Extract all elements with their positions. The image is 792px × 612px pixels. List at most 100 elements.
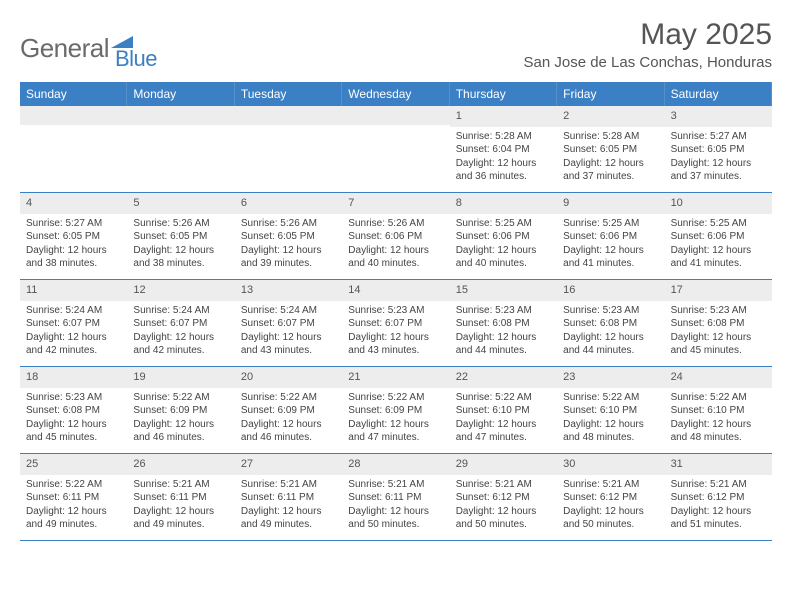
day-number: 28 [342, 454, 449, 475]
sunrise-text: Sunrise: 5:23 AM [671, 304, 766, 318]
day-cell: 3Sunrise: 5:27 AMSunset: 6:05 PMDaylight… [665, 106, 772, 192]
sunset-text: Sunset: 6:08 PM [671, 317, 766, 331]
sunset-text: Sunset: 6:05 PM [133, 230, 228, 244]
sunrise-text: Sunrise: 5:23 AM [26, 391, 121, 405]
daylight-text: Daylight: 12 hours and 49 minutes. [133, 505, 228, 532]
day-cell: 8Sunrise: 5:25 AMSunset: 6:06 PMDaylight… [450, 193, 557, 279]
day-number: 10 [665, 193, 772, 214]
sunset-text: Sunset: 6:12 PM [671, 491, 766, 505]
sunset-text: Sunset: 6:05 PM [671, 143, 766, 157]
day-number: 25 [20, 454, 127, 475]
daylight-text: Daylight: 12 hours and 44 minutes. [456, 331, 551, 358]
day-number: 5 [127, 193, 234, 214]
day-header: Wednesday [342, 82, 449, 106]
sunset-text: Sunset: 6:07 PM [133, 317, 228, 331]
day-cell: 6Sunrise: 5:26 AMSunset: 6:05 PMDaylight… [235, 193, 342, 279]
day-cell [127, 106, 234, 192]
day-cell: 24Sunrise: 5:22 AMSunset: 6:10 PMDayligh… [665, 367, 772, 453]
daylight-text: Daylight: 12 hours and 42 minutes. [26, 331, 121, 358]
sunrise-text: Sunrise: 5:21 AM [456, 478, 551, 492]
week-row: 18Sunrise: 5:23 AMSunset: 6:08 PMDayligh… [20, 367, 772, 454]
day-cell [235, 106, 342, 192]
day-cell: 17Sunrise: 5:23 AMSunset: 6:08 PMDayligh… [665, 280, 772, 366]
sunrise-text: Sunrise: 5:21 AM [671, 478, 766, 492]
day-cell: 30Sunrise: 5:21 AMSunset: 6:12 PMDayligh… [557, 454, 664, 540]
day-cell: 5 Sunrise: 5:26 AMSunset: 6:05 PMDaylight… [127, 193, 234, 279]
daylight-text: Daylight: 12 hours and 46 minutes. [241, 418, 336, 445]
day-number: 16 [557, 280, 664, 301]
sunset-text: Sunset: 6:07 PM [26, 317, 121, 331]
day-number: 13 [235, 280, 342, 301]
header: General Blue May 2025 San Jose de Las Co… [20, 18, 772, 72]
day-number: 26 [127, 454, 234, 475]
sunrise-text: Sunrise: 5:23 AM [563, 304, 658, 318]
sunrise-text: Sunrise: 5:28 AM [456, 130, 551, 144]
day-cell: 20Sunrise: 5:22 AMSunset: 6:09 PMDayligh… [235, 367, 342, 453]
day-cell: 19Sunrise: 5:22 AMSunset: 6:09 PMDayligh… [127, 367, 234, 453]
day-number: 2 [557, 106, 664, 127]
sunset-text: Sunset: 6:11 PM [26, 491, 121, 505]
sunrise-text: Sunrise: 5:21 AM [348, 478, 443, 492]
sunrise-text: Sunrise: 5:22 AM [563, 391, 658, 405]
day-number: 17 [665, 280, 772, 301]
sunrise-text: Sunrise: 5:22 AM [348, 391, 443, 405]
sunset-text: Sunset: 6:06 PM [456, 230, 551, 244]
day-cell: 15Sunrise: 5:23 AMSunset: 6:08 PMDayligh… [450, 280, 557, 366]
sunrise-text: Sunrise: 5:25 AM [563, 217, 658, 231]
logo: General Blue [20, 24, 157, 72]
day-number: 1 [450, 106, 557, 127]
day-header: Saturday [665, 82, 772, 106]
daylight-text: Daylight: 12 hours and 38 minutes. [26, 244, 121, 271]
day-cell [20, 106, 127, 192]
day-header: Friday [557, 82, 664, 106]
day-number: 27 [235, 454, 342, 475]
daylight-text: Daylight: 12 hours and 48 minutes. [563, 418, 658, 445]
day-number: 20 [235, 367, 342, 388]
sunrise-text: Sunrise: 5:22 AM [241, 391, 336, 405]
day-number: 14 [342, 280, 449, 301]
daylight-text: Daylight: 12 hours and 36 minutes. [456, 157, 551, 184]
day-number: 19 [127, 367, 234, 388]
day-number: 4 [20, 193, 127, 214]
day-cell: 22Sunrise: 5:22 AMSunset: 6:10 PMDayligh… [450, 367, 557, 453]
day-number: 22 [450, 367, 557, 388]
daylight-text: Daylight: 12 hours and 50 minutes. [563, 505, 658, 532]
day-cell: 25Sunrise: 5:22 AMSunset: 6:11 PMDayligh… [20, 454, 127, 540]
day-cell: 21Sunrise: 5:22 AMSunset: 6:09 PMDayligh… [342, 367, 449, 453]
day-headers-row: SundayMondayTuesdayWednesdayThursdayFrid… [20, 82, 772, 106]
day-number: 11 [20, 280, 127, 301]
logo-text-gray: General [20, 33, 109, 64]
day-number: 23 [557, 367, 664, 388]
day-number [127, 106, 234, 125]
daylight-text: Daylight: 12 hours and 50 minutes. [456, 505, 551, 532]
day-cell: 18Sunrise: 5:23 AMSunset: 6:08 PMDayligh… [20, 367, 127, 453]
daylight-text: Daylight: 12 hours and 40 minutes. [456, 244, 551, 271]
day-number [20, 106, 127, 125]
sunrise-text: Sunrise: 5:27 AM [26, 217, 121, 231]
sunset-text: Sunset: 6:08 PM [563, 317, 658, 331]
week-row: 4Sunrise: 5:27 AMSunset: 6:05 PMDaylight… [20, 193, 772, 280]
sunset-text: Sunset: 6:11 PM [348, 491, 443, 505]
sunset-text: Sunset: 6:09 PM [133, 404, 228, 418]
daylight-text: Daylight: 12 hours and 41 minutes. [671, 244, 766, 271]
sunset-text: Sunset: 6:05 PM [26, 230, 121, 244]
day-cell: 11Sunrise: 5:24 AMSunset: 6:07 PMDayligh… [20, 280, 127, 366]
sunset-text: Sunset: 6:07 PM [241, 317, 336, 331]
day-number: 3 [665, 106, 772, 127]
daylight-text: Daylight: 12 hours and 38 minutes. [133, 244, 228, 271]
sunrise-text: Sunrise: 5:26 AM [133, 217, 228, 231]
sunset-text: Sunset: 6:07 PM [348, 317, 443, 331]
sunrise-text: Sunrise: 5:28 AM [563, 130, 658, 144]
sunrise-text: Sunrise: 5:24 AM [133, 304, 228, 318]
daylight-text: Daylight: 12 hours and 37 minutes. [563, 157, 658, 184]
sunrise-text: Sunrise: 5:23 AM [348, 304, 443, 318]
day-cell: 7Sunrise: 5:26 AMSunset: 6:06 PMDaylight… [342, 193, 449, 279]
day-cell: 29Sunrise: 5:21 AMSunset: 6:12 PMDayligh… [450, 454, 557, 540]
sunset-text: Sunset: 6:10 PM [563, 404, 658, 418]
day-number: 18 [20, 367, 127, 388]
day-number: 21 [342, 367, 449, 388]
daylight-text: Daylight: 12 hours and 49 minutes. [26, 505, 121, 532]
day-cell: 27Sunrise: 5:21 AMSunset: 6:11 PMDayligh… [235, 454, 342, 540]
sunrise-text: Sunrise: 5:22 AM [456, 391, 551, 405]
sunset-text: Sunset: 6:05 PM [241, 230, 336, 244]
